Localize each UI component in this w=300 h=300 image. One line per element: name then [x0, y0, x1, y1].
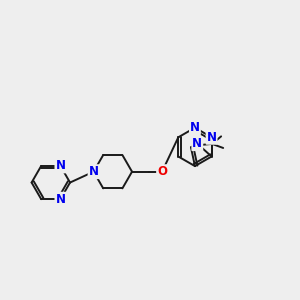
Text: N: N: [56, 193, 65, 206]
Text: N: N: [192, 137, 202, 150]
Text: N: N: [207, 131, 217, 144]
Text: O: O: [157, 165, 167, 178]
Text: N: N: [56, 159, 65, 172]
Text: N: N: [190, 121, 200, 134]
Text: N: N: [88, 165, 99, 178]
